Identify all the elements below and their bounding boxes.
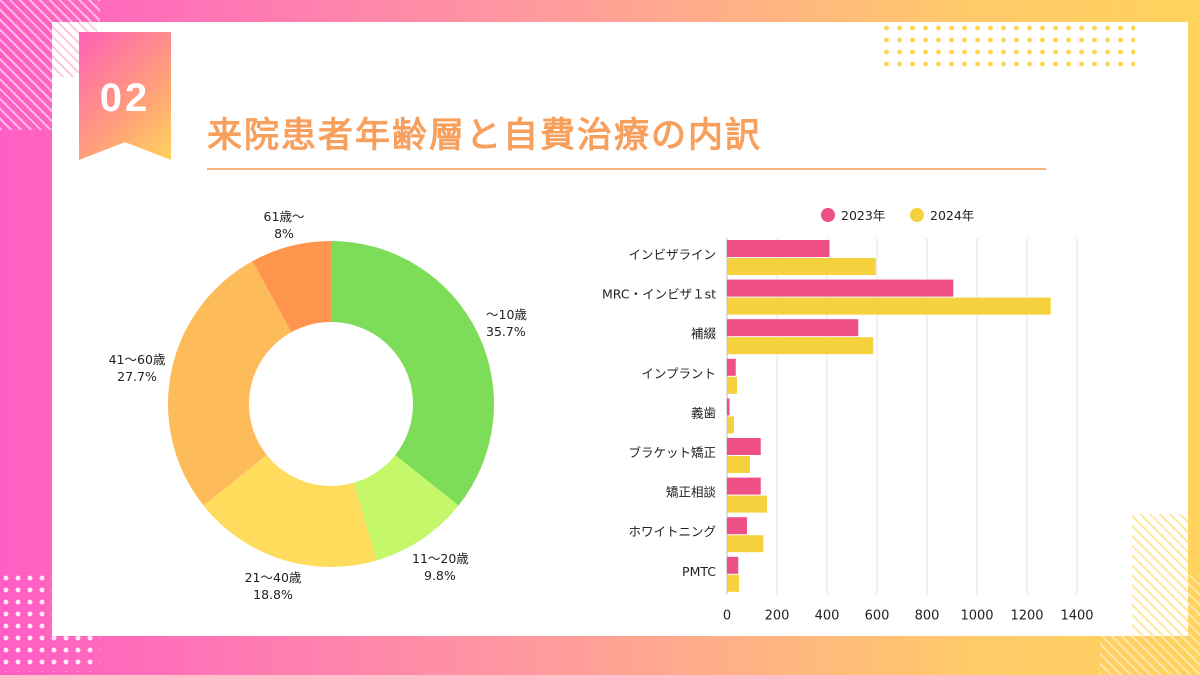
legend-2023-swatch xyxy=(821,208,835,222)
category-label: PMTC xyxy=(682,564,716,579)
bar-2024 xyxy=(727,337,874,355)
donut-label-21to40-pct: 18.8% xyxy=(253,587,293,602)
donut-label-41to60-name: 41〜60歳 xyxy=(109,352,166,367)
donut-chart xyxy=(168,241,494,568)
bar-2023 xyxy=(727,358,736,376)
legend-2024-swatch xyxy=(910,208,924,222)
category-label: インプラント xyxy=(641,366,716,381)
donut-slice-2 xyxy=(203,455,377,568)
bar-2023 xyxy=(727,240,830,257)
bar-2023 xyxy=(727,556,739,574)
bar-2024 xyxy=(727,456,750,473)
bar-2024 xyxy=(727,574,739,592)
bar-2023 xyxy=(727,279,954,297)
donut-label-61plus-pct: 8% xyxy=(274,226,294,241)
donut-label-11to20-name: 11〜20歳 xyxy=(412,551,469,566)
category-label: 矯正相談 xyxy=(666,485,717,500)
x-tick-label: 1400 xyxy=(1060,608,1093,623)
title-divider xyxy=(207,168,1046,170)
category-label: 補綴 xyxy=(691,326,717,341)
page-title: 来院患者年齢層と自費治療の内訳 xyxy=(207,116,763,156)
x-tick-label: 1000 xyxy=(960,608,993,623)
bar-2024 xyxy=(727,297,1051,315)
donut-slice-3 xyxy=(168,261,292,506)
x-tick-label: 800 xyxy=(915,608,940,623)
bar-2023 xyxy=(727,319,859,337)
slide-number-badge: 02 xyxy=(79,32,171,160)
donut-label-21to40-name: 21〜40歳 xyxy=(245,570,302,585)
bar-2024 xyxy=(727,416,734,434)
donut-slice-1 xyxy=(353,455,459,561)
bar-2023 xyxy=(727,438,761,455)
decor-dots-top-right xyxy=(880,22,1135,70)
donut-label-under10-name: 〜10歳 xyxy=(486,307,527,322)
category-label: 義歯 xyxy=(691,405,716,420)
bar-2024 xyxy=(727,495,767,513)
bar-2024 xyxy=(727,535,764,553)
legend-2024-label: 2024年 xyxy=(930,208,974,223)
x-tick-label: 0 xyxy=(723,608,731,623)
category-label: インビザライン xyxy=(628,247,716,262)
x-tick-label: 600 xyxy=(865,608,890,623)
x-tick-label: 400 xyxy=(815,608,840,623)
bar-chart: 0 200 400 600 800 1000 1200 1400 インビザライン MRC・インビザ… xyxy=(602,238,1094,623)
x-tick-label: 200 xyxy=(765,608,790,623)
legend-2023-label: 2023年 xyxy=(841,208,885,223)
slide-number: 02 xyxy=(99,76,151,120)
donut-label-11to20-pct: 9.8% xyxy=(424,568,456,583)
donut-label-under10-pct: 35.7% xyxy=(486,324,526,339)
bar-2023 xyxy=(727,398,730,416)
decor-card-stripes-bottom-right xyxy=(1132,514,1188,636)
bar-2023 xyxy=(727,477,761,495)
donut-label-61plus-name: 61歳〜 xyxy=(264,209,305,224)
donut-slice-0 xyxy=(331,241,494,506)
donut-label-41to60-pct: 27.7% xyxy=(117,369,157,384)
bar-2023 xyxy=(727,517,747,535)
x-tick-label: 1200 xyxy=(1010,608,1043,623)
category-label: MRC・インビザ１st xyxy=(602,287,716,302)
category-label: ブラケット矯正 xyxy=(628,445,716,460)
donut-slice-4 xyxy=(252,241,331,333)
bar-2024 xyxy=(727,376,737,394)
bar-2024 xyxy=(727,258,876,275)
category-label: ホワイトニング xyxy=(628,524,716,539)
